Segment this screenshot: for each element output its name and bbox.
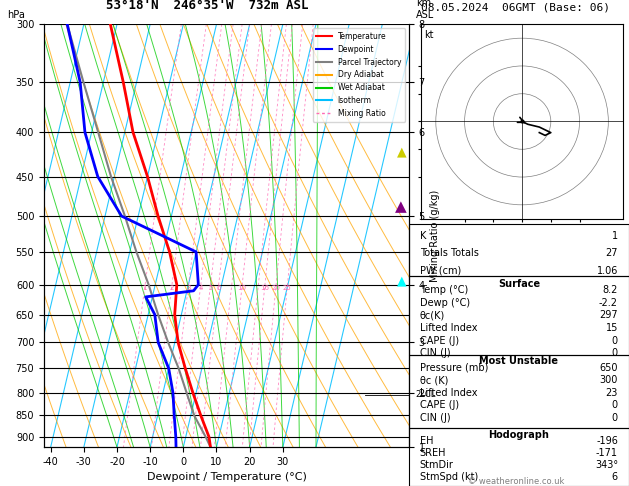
- Text: 10: 10: [237, 285, 247, 291]
- Text: 0: 0: [612, 348, 618, 358]
- Bar: [409, 224, 629, 276]
- Text: 650: 650: [599, 363, 618, 373]
- Text: 16: 16: [260, 285, 269, 291]
- Text: 20: 20: [271, 285, 281, 291]
- Text: Surface: Surface: [498, 278, 540, 289]
- Text: 8.2: 8.2: [603, 285, 618, 295]
- Text: 300: 300: [599, 375, 618, 385]
- Text: θᴄ(K): θᴄ(K): [420, 311, 445, 320]
- Text: CIN (J): CIN (J): [420, 348, 450, 358]
- Text: ▲: ▲: [396, 274, 406, 287]
- Text: 23: 23: [606, 388, 618, 398]
- Text: θᴄ (K): θᴄ (K): [420, 375, 448, 385]
- Text: Lifted Index: Lifted Index: [420, 388, 477, 398]
- Text: 5: 5: [208, 285, 213, 291]
- Text: -196: -196: [596, 436, 618, 446]
- Text: kt: kt: [425, 30, 434, 40]
- Text: © weatheronline.co.uk: © weatheronline.co.uk: [467, 477, 564, 486]
- Text: 3: 3: [186, 285, 191, 291]
- Text: StmDir: StmDir: [420, 460, 454, 470]
- Bar: [409, 276, 629, 355]
- Text: 2: 2: [169, 285, 174, 291]
- Text: 25: 25: [283, 285, 292, 291]
- Text: Totals Totals: Totals Totals: [420, 248, 479, 259]
- Text: 6: 6: [612, 472, 618, 482]
- Legend: Temperature, Dewpoint, Parcel Trajectory, Dry Adiabat, Wet Adiabat, Isotherm, Mi: Temperature, Dewpoint, Parcel Trajectory…: [313, 28, 405, 122]
- Text: PW (cm): PW (cm): [420, 265, 461, 276]
- Text: 4: 4: [198, 285, 203, 291]
- Y-axis label: Mixing Ratio (g/kg): Mixing Ratio (g/kg): [430, 190, 440, 282]
- Text: 297: 297: [599, 311, 618, 320]
- Text: K: K: [420, 231, 426, 242]
- Text: -171: -171: [596, 448, 618, 458]
- Text: ▲: ▲: [396, 145, 406, 158]
- Text: 1.06: 1.06: [597, 265, 618, 276]
- Text: km
ASL: km ASL: [416, 0, 435, 20]
- Text: 1: 1: [612, 231, 618, 242]
- Text: 2LCL: 2LCL: [416, 390, 436, 399]
- Text: 53°18'N  246°35'W  732m ASL: 53°18'N 246°35'W 732m ASL: [106, 0, 309, 12]
- Text: Pressure (mb): Pressure (mb): [420, 363, 488, 373]
- Text: Temp (°C): Temp (°C): [420, 285, 468, 295]
- Text: CAPE (J): CAPE (J): [420, 336, 459, 346]
- Bar: [409, 428, 629, 486]
- Text: CAPE (J): CAPE (J): [420, 400, 459, 411]
- Text: CIN (J): CIN (J): [420, 413, 450, 423]
- Text: Dewp (°C): Dewp (°C): [420, 298, 470, 308]
- Text: 15: 15: [606, 323, 618, 333]
- Text: Hodograph: Hodograph: [489, 430, 549, 439]
- Text: 6: 6: [216, 285, 221, 291]
- Text: 343°: 343°: [595, 460, 618, 470]
- Text: 08.05.2024  06GMT (Base: 06): 08.05.2024 06GMT (Base: 06): [421, 2, 610, 12]
- Text: EH: EH: [420, 436, 433, 446]
- Text: Most Unstable: Most Unstable: [479, 356, 559, 366]
- Text: SREH: SREH: [420, 448, 447, 458]
- Text: 0: 0: [612, 336, 618, 346]
- Text: Lifted Index: Lifted Index: [420, 323, 477, 333]
- Text: hPa: hPa: [8, 10, 25, 20]
- X-axis label: Dewpoint / Temperature (°C): Dewpoint / Temperature (°C): [147, 472, 306, 483]
- Bar: [409, 355, 629, 428]
- Text: -2.2: -2.2: [599, 298, 618, 308]
- Text: 0: 0: [612, 413, 618, 423]
- Text: ▲: ▲: [396, 199, 407, 214]
- Text: 27: 27: [606, 248, 618, 259]
- Text: 0: 0: [612, 400, 618, 411]
- Text: 1: 1: [142, 285, 147, 291]
- Text: StmSpd (kt): StmSpd (kt): [420, 472, 478, 482]
